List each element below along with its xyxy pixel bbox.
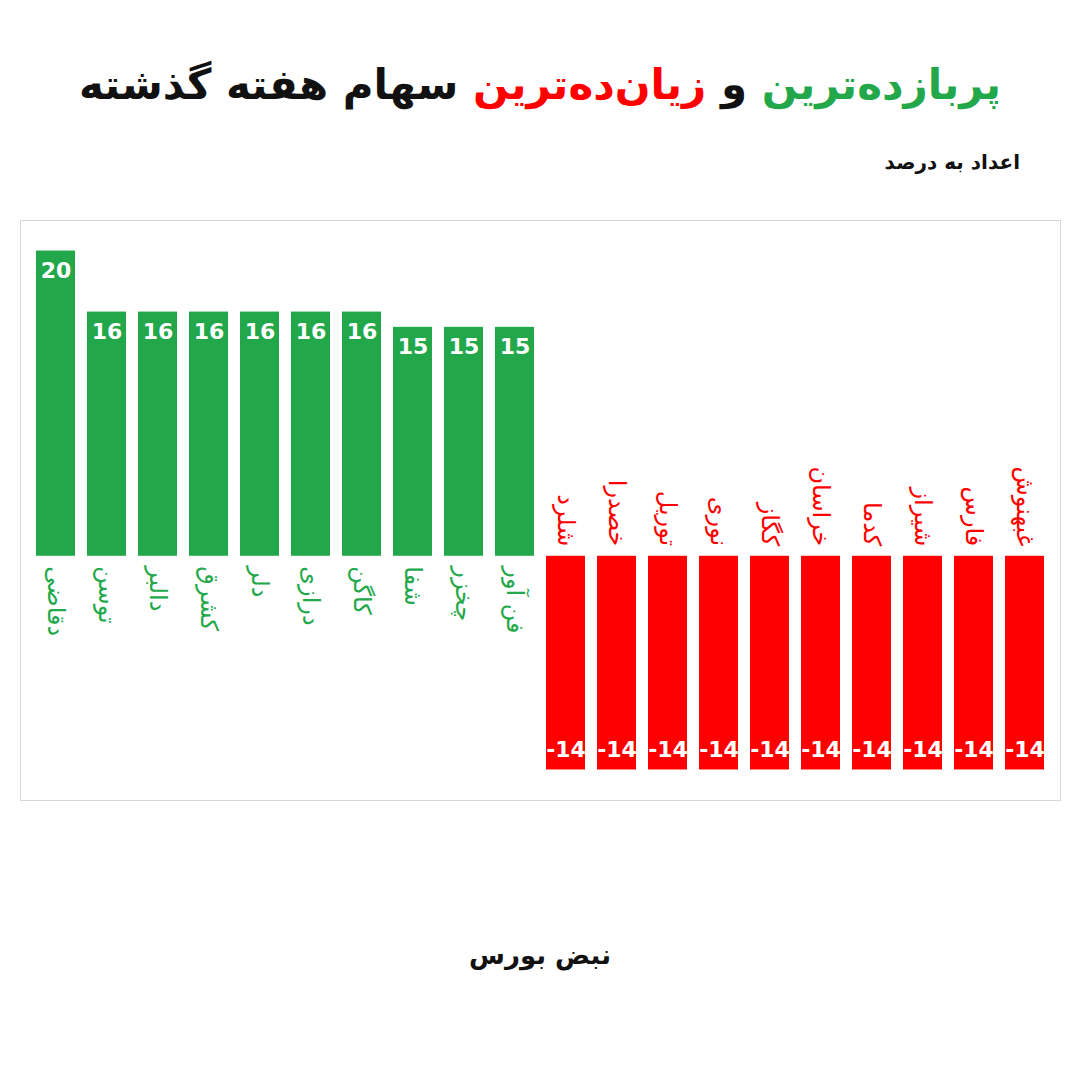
svg-text:16: 16 [347,319,378,344]
svg-text:16: 16 [92,319,123,344]
svg-text:توریل: توریل [654,491,682,547]
svg-text:فن آور: فن آور [501,565,530,633]
svg-text:دالبر: دالبر [144,565,172,611]
svg-text:15: 15 [449,334,480,359]
svg-text:16: 16 [245,319,276,344]
html-text:هفته: هفته [226,60,329,109]
html-text:گذشته: گذشته [78,60,212,109]
svg-text:توسن: توسن [93,566,121,623]
svg-text:دلر: دلر [246,565,274,597]
svg-text:16: 16 [296,319,327,344]
html-text:اعداد به درصد: اعداد به درصد [884,150,1020,174]
svg-text:چخزر: چخزر [450,565,478,621]
svg-text:16: 16 [194,319,225,344]
html-text:نبض بورس: نبض بورس [469,940,611,970]
svg-text:درازی: درازی [297,566,325,625]
svg-text:-14: -14 [903,737,943,762]
svg-text:کاگن: کاگن [348,566,376,615]
svg-text:-14: -14 [699,737,739,762]
svg-text:-14: -14 [1005,737,1045,762]
svg-text:15: 15 [500,334,531,359]
svg-text:-14: -14 [546,737,586,762]
svg-text:-14: -14 [750,737,790,762]
svg-text:کدما: کدما [858,502,886,547]
svg-text:خصدرا: خصدرا [603,480,631,547]
html-text:و: و [720,60,747,109]
svg-text:شفا: شفا [399,566,427,606]
svg-text:دقاضی: دقاضی [42,566,70,636]
html-text:زیان‌ده‌ترین: زیان‌ده‌ترین [472,60,707,109]
svg-text:فارس: فارس [960,487,988,547]
svg-text:کگاز: کگاز [756,502,784,547]
svg-text:-14: -14 [954,737,994,762]
html-text:پربازده‌ترین: پربازده‌ترین [761,60,1002,109]
svg-text:خراسان: خراسان [807,466,835,546]
svg-text:شلرد: شلرد [552,494,580,546]
svg-text:16: 16 [143,319,174,344]
svg-text:-14: -14 [801,737,841,762]
svg-text:15: 15 [398,334,429,359]
svg-text:-14: -14 [648,737,688,762]
svg-text:20: 20 [41,258,72,283]
svg-text:-14: -14 [852,737,892,762]
svg-text:نوری: نوری [705,497,733,546]
html-text:سهام: سهام [342,60,459,109]
svg-text:-14: -14 [597,737,637,762]
svg-text:کشرق: کشرق [195,566,223,631]
svg-text:شیراز: شیراز [909,486,937,546]
svg-text:غبهنوش: غبهنوش [1011,466,1039,546]
